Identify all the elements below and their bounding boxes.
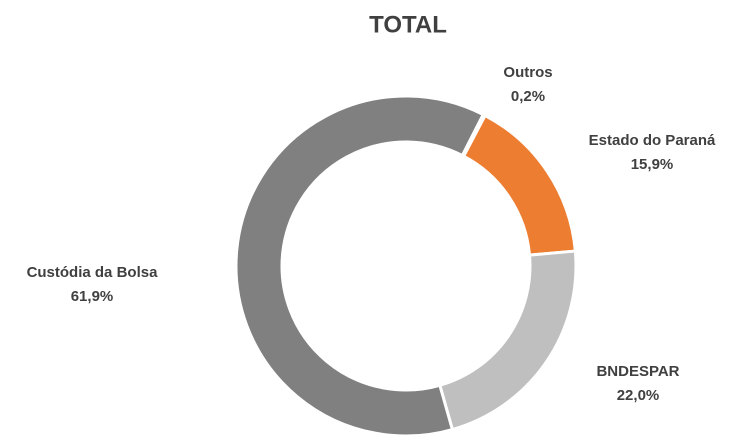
slice-value: 15,9%: [631, 156, 674, 173]
donut-slice: [234, 94, 486, 438]
slice-value: 0,2%: [511, 88, 545, 105]
slice-value: 22,0%: [617, 387, 660, 404]
chart-title: TOTAL: [369, 11, 447, 38]
slice-label: Custódia da Bolsa: [27, 264, 159, 281]
slice-value: 61,9%: [71, 288, 114, 305]
donut-slice: [461, 113, 577, 257]
slice-label: BNDESPAR: [596, 363, 679, 380]
slice-label: Estado do Paraná: [589, 132, 716, 149]
slice-label: Outros: [503, 64, 552, 81]
donut-slice: [437, 249, 578, 432]
